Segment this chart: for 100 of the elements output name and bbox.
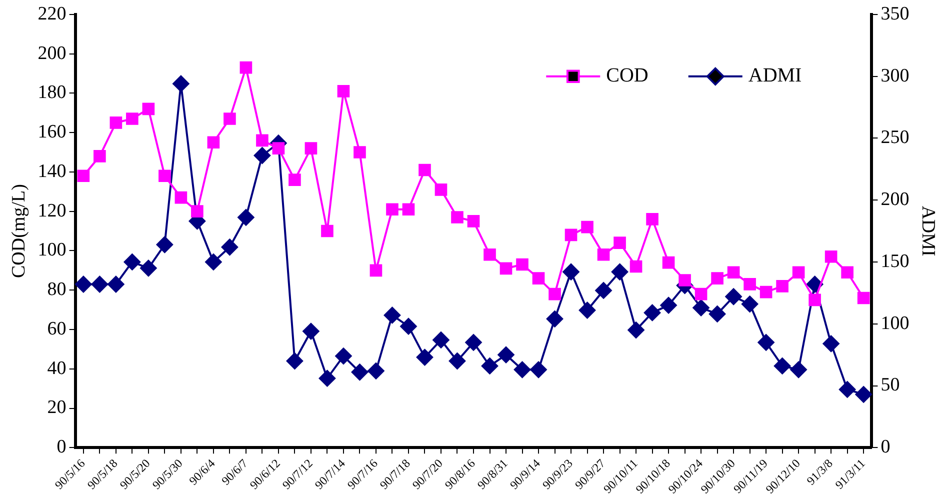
- point: [678, 274, 691, 286]
- point: [774, 357, 791, 374]
- point: [140, 260, 157, 277]
- point: [451, 211, 464, 224]
- point: [628, 322, 645, 339]
- point: [302, 322, 320, 340]
- point: [760, 286, 772, 298]
- point: [384, 306, 401, 324]
- point: [256, 134, 268, 147]
- point: [402, 203, 415, 216]
- y-tick-label: 140: [38, 160, 66, 182]
- point: [481, 357, 498, 374]
- point: [514, 361, 531, 378]
- point: [660, 296, 678, 314]
- point: [727, 266, 740, 279]
- point: [776, 280, 788, 292]
- point: [142, 102, 155, 116]
- point: [808, 294, 821, 306]
- y-tick-label: 60: [47, 318, 66, 340]
- legend-label: ADMI: [748, 64, 802, 87]
- point: [597, 248, 610, 261]
- point: [806, 276, 824, 293]
- point: [532, 272, 545, 284]
- point: [824, 250, 838, 263]
- point: [354, 146, 366, 158]
- point: [758, 334, 775, 351]
- y-tick-label: 40: [47, 358, 66, 379]
- point: [107, 276, 124, 293]
- point: [386, 203, 398, 216]
- point: [711, 272, 724, 284]
- y-tick-label: 200: [38, 42, 66, 64]
- y2-tick-label: 350: [880, 3, 910, 24]
- point: [272, 142, 285, 154]
- point: [124, 253, 141, 270]
- point: [741, 296, 758, 313]
- point: [790, 361, 808, 378]
- y-tick-label: 160: [38, 122, 66, 143]
- point: [646, 213, 658, 226]
- point: [857, 292, 870, 304]
- point: [370, 264, 382, 277]
- point: [467, 215, 480, 228]
- point: [855, 386, 872, 403]
- point: [725, 288, 742, 306]
- point: [400, 318, 417, 335]
- point: [418, 164, 431, 176]
- point: [448, 352, 466, 370]
- point: [240, 61, 252, 74]
- y2-tick-label: 250: [880, 127, 910, 148]
- y-tick-label: 0: [56, 436, 66, 458]
- legend-label: COD: [606, 64, 648, 87]
- point: [94, 150, 106, 162]
- point: [708, 305, 726, 322]
- point: [516, 258, 528, 271]
- point: [204, 253, 222, 270]
- y2-tick-label: 200: [880, 189, 910, 210]
- point: [74, 276, 92, 293]
- y2-tick-label: 0: [880, 436, 890, 458]
- point: [611, 263, 628, 280]
- point: [822, 335, 840, 352]
- point: [484, 248, 496, 261]
- point: [221, 238, 238, 256]
- y2-tick-label: 50: [880, 374, 900, 396]
- point: [498, 346, 515, 364]
- point: [77, 170, 90, 182]
- point: [288, 174, 301, 186]
- point: [337, 85, 350, 98]
- point: [595, 282, 612, 299]
- point: [694, 288, 708, 300]
- point: [692, 299, 710, 316]
- point: [91, 276, 108, 293]
- point: [792, 266, 805, 279]
- point: [126, 112, 138, 125]
- point: [416, 348, 434, 366]
- y-tick-label: 100: [38, 240, 66, 261]
- point: [110, 116, 122, 129]
- point: [224, 112, 236, 125]
- point: [304, 142, 318, 154]
- point: [286, 352, 304, 370]
- point: [174, 191, 188, 204]
- point: [614, 236, 626, 249]
- point: [548, 288, 561, 300]
- y-tick-label: 220: [38, 3, 66, 24]
- point: [500, 262, 512, 275]
- y2-axis-title: ADMI: [918, 206, 939, 256]
- point: [838, 380, 856, 398]
- point: [465, 334, 482, 351]
- point: [630, 260, 642, 273]
- point: [434, 184, 448, 196]
- y2-tick-label: 100: [880, 312, 910, 334]
- point: [321, 224, 334, 238]
- point: [530, 361, 548, 378]
- point: [432, 331, 450, 348]
- point: [334, 348, 352, 365]
- y-tick-label: 20: [47, 397, 66, 418]
- y-tick-label: 120: [38, 200, 66, 222]
- point: [191, 205, 204, 218]
- point: [207, 136, 220, 149]
- point: [254, 147, 271, 164]
- point: [578, 302, 596, 319]
- point: [744, 278, 756, 290]
